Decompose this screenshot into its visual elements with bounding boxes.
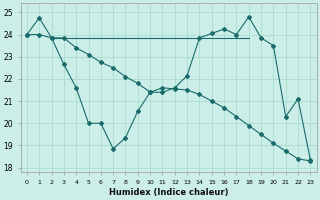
X-axis label: Humidex (Indice chaleur): Humidex (Indice chaleur) bbox=[109, 188, 228, 197]
